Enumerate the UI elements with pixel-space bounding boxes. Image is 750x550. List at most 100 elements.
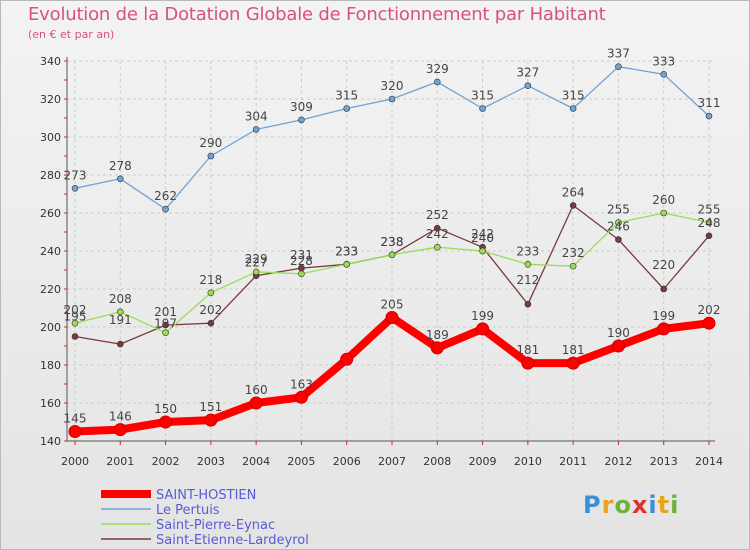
data-point (68, 425, 82, 438)
data-label: 290 (199, 136, 222, 150)
x-tick-label: 2012 (604, 455, 632, 468)
data-point (615, 219, 622, 226)
x-tick-label: 2007 (378, 455, 406, 468)
data-point (343, 105, 351, 112)
data-label: 233 (335, 244, 358, 258)
data-label: 232 (562, 246, 585, 260)
data-label: 146 (109, 410, 132, 424)
data-point (388, 251, 396, 259)
data-point (430, 341, 444, 355)
data-label: 227 (245, 256, 268, 270)
x-tick-label: 2008 (423, 455, 451, 468)
data-label: 202 (64, 303, 87, 317)
series-layer (68, 63, 716, 438)
data-point (294, 390, 308, 404)
data-label: 191 (109, 313, 132, 327)
data-label: 315 (471, 89, 494, 103)
x-tick-label: 2006 (333, 455, 361, 468)
data-label: 238 (381, 235, 404, 249)
data-point (162, 205, 169, 213)
data-point (116, 175, 124, 183)
data-labels: 145 146 150 151 160 163 205 189 199 181 181 190 199 2… (64, 47, 721, 426)
data-point (71, 333, 79, 340)
data-label: 181 (562, 343, 585, 357)
data-point (252, 126, 260, 133)
data-point (479, 247, 486, 255)
data-point (71, 185, 79, 192)
data-point (159, 415, 173, 429)
x-tick-label: 2002 (152, 455, 180, 468)
data-label: 233 (516, 244, 539, 258)
x-tick-label: 2000 (61, 455, 89, 468)
data-point (702, 316, 716, 330)
data-label: 238 (381, 235, 404, 249)
data-point (524, 82, 532, 89)
data-point (343, 260, 351, 268)
data-label: 197 (154, 317, 177, 331)
x-tick-label: 2010 (514, 455, 542, 468)
y-tick-label: 220 (40, 283, 61, 296)
logo-letter: x (631, 491, 649, 519)
data-point (611, 339, 625, 353)
y-tick-label: 320 (40, 93, 61, 106)
data-label: 255 (698, 203, 721, 217)
data-point (207, 319, 215, 327)
x-tick-label: 2003 (197, 455, 225, 468)
x-tick-label: 2004 (242, 455, 270, 468)
x-tick-label: 2011 (559, 455, 587, 468)
chart-subtitle: (en € et par an) (28, 28, 115, 41)
data-label: 202 (698, 303, 721, 317)
data-point (385, 311, 399, 324)
data-label: 333 (652, 54, 675, 68)
y-tick-label: 300 (40, 131, 61, 144)
data-point (162, 329, 169, 337)
y-tick-label: 200 (40, 321, 61, 334)
data-point (388, 95, 396, 103)
data-label: 151 (199, 400, 222, 414)
data-label: 273 (64, 168, 87, 182)
data-label: 252 (426, 208, 449, 222)
data-point (660, 71, 668, 78)
data-point (660, 285, 668, 293)
data-label: 255 (607, 203, 630, 217)
data-point (521, 356, 535, 370)
data-label: 327 (516, 66, 539, 80)
data-point (524, 260, 532, 268)
data-point (705, 219, 713, 226)
data-label: 248 (698, 216, 721, 230)
data-point (657, 322, 671, 336)
data-label: 208 (109, 292, 132, 306)
data-label: 315 (335, 89, 358, 103)
data-label: 262 (154, 189, 177, 203)
data-label: 311 (698, 96, 721, 110)
data-point (433, 224, 441, 232)
logo-letter: r (601, 491, 615, 519)
data-label: 220 (652, 258, 675, 272)
data-point (479, 105, 486, 112)
data-point (660, 209, 668, 217)
data-point (249, 396, 263, 410)
data-point (524, 300, 532, 308)
data-label: 229 (245, 252, 268, 266)
data-point (615, 63, 622, 70)
data-label: 246 (607, 220, 630, 234)
data-label: 189 (426, 328, 449, 342)
data-point (705, 232, 713, 240)
data-label: 304 (245, 109, 268, 123)
data-label: 242 (426, 227, 449, 241)
data-point (476, 322, 490, 336)
logo-letter: i (648, 491, 658, 519)
data-label: 202 (199, 303, 222, 317)
y-tick-label: 240 (40, 245, 61, 258)
data-point (252, 268, 260, 276)
data-label: 205 (381, 298, 404, 312)
data-label: 278 (109, 159, 132, 173)
data-point (113, 423, 127, 437)
chart-title: Evolution de la Dotation Globale de Fonc… (28, 4, 606, 25)
data-point (162, 321, 169, 329)
data-label: 228 (290, 254, 313, 268)
data-point (298, 270, 305, 278)
data-point (298, 116, 305, 124)
